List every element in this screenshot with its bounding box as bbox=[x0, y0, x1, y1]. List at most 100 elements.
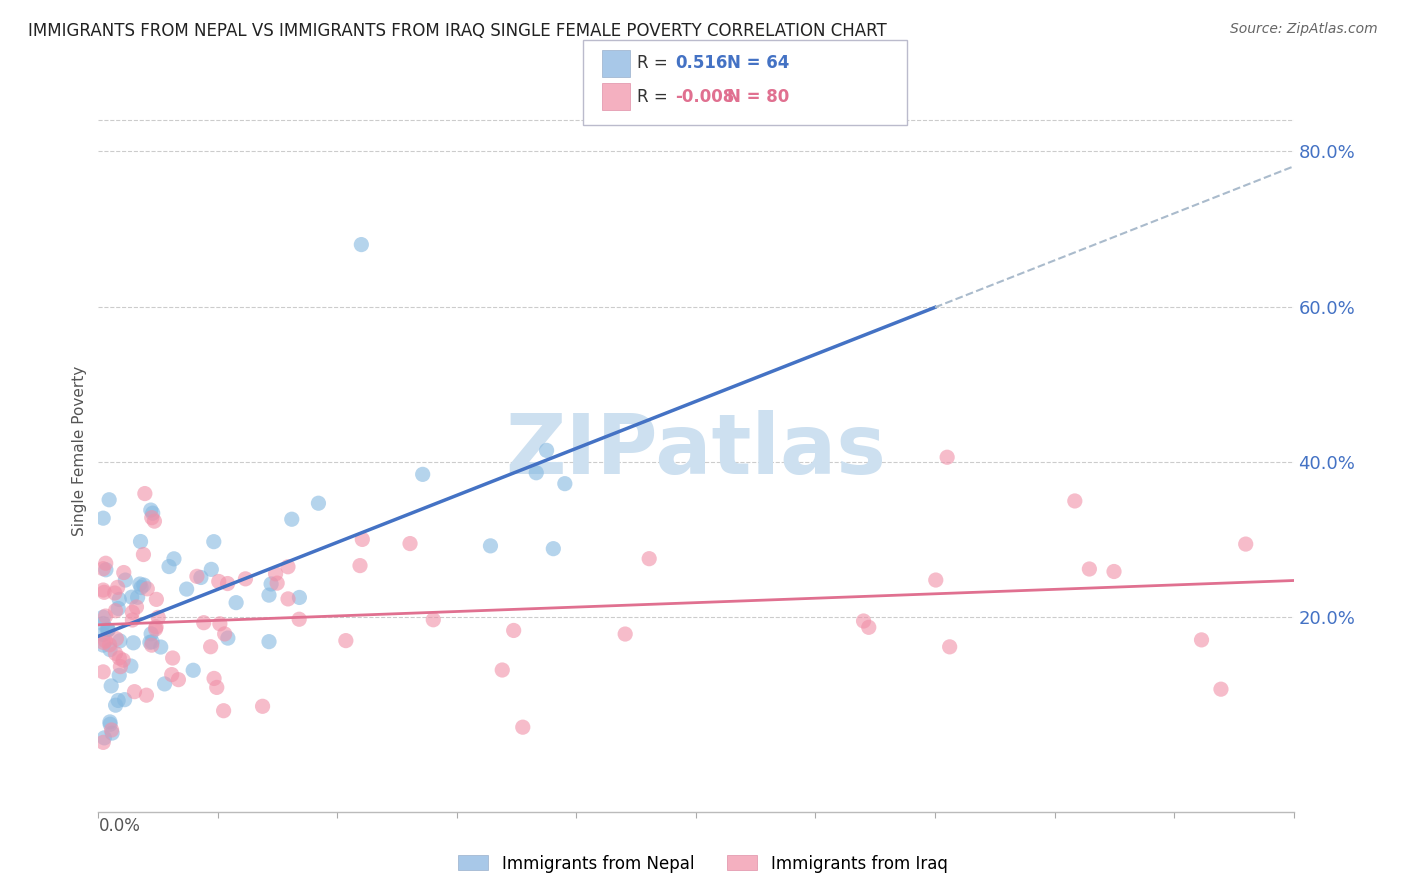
Point bbox=[524, 466, 547, 480]
Text: -0.008: -0.008 bbox=[675, 87, 734, 105]
Point bbox=[91, 635, 114, 649]
Point bbox=[491, 663, 513, 677]
Point bbox=[264, 566, 287, 581]
Point bbox=[139, 503, 162, 517]
Point bbox=[167, 673, 190, 687]
Point bbox=[217, 576, 239, 591]
Point bbox=[852, 614, 875, 628]
Text: 0.0%: 0.0% bbox=[98, 817, 141, 835]
Text: R =: R = bbox=[637, 54, 668, 72]
Point bbox=[129, 534, 152, 549]
Point bbox=[614, 627, 637, 641]
Point bbox=[98, 492, 121, 507]
Point bbox=[104, 698, 127, 713]
Point bbox=[127, 591, 149, 605]
Point bbox=[554, 476, 576, 491]
Point bbox=[277, 559, 299, 574]
Point bbox=[1234, 537, 1257, 551]
Point bbox=[134, 486, 156, 500]
Point bbox=[257, 634, 280, 648]
Point bbox=[217, 631, 239, 645]
Point bbox=[107, 693, 129, 707]
Point bbox=[98, 717, 121, 731]
Text: 0.516: 0.516 bbox=[675, 54, 727, 72]
Point bbox=[288, 612, 311, 626]
Point bbox=[176, 582, 198, 596]
Point bbox=[145, 592, 167, 607]
Point bbox=[104, 604, 127, 618]
Point bbox=[202, 672, 225, 686]
Point bbox=[212, 704, 235, 718]
Point bbox=[136, 582, 159, 596]
Point bbox=[352, 533, 374, 547]
Point bbox=[120, 659, 142, 673]
Point bbox=[93, 731, 115, 745]
Point bbox=[235, 572, 257, 586]
Point bbox=[98, 714, 121, 729]
Point bbox=[122, 636, 145, 650]
Point bbox=[104, 586, 127, 600]
Point bbox=[91, 665, 114, 679]
Point bbox=[91, 735, 114, 749]
Point bbox=[101, 726, 124, 740]
Point bbox=[200, 562, 222, 576]
Point bbox=[91, 582, 114, 597]
Point bbox=[858, 620, 880, 634]
Point bbox=[349, 558, 371, 573]
Point bbox=[125, 600, 148, 615]
Text: Source: ZipAtlas.com: Source: ZipAtlas.com bbox=[1230, 22, 1378, 37]
Point bbox=[190, 570, 212, 584]
Point bbox=[1102, 565, 1125, 579]
Point bbox=[1191, 632, 1213, 647]
Point bbox=[141, 638, 163, 652]
Point bbox=[91, 616, 114, 631]
Point bbox=[193, 615, 215, 630]
Point bbox=[149, 640, 172, 654]
Text: IMMIGRANTS FROM NEPAL VS IMMIGRANTS FROM IRAQ SINGLE FEMALE POVERTY CORRELATION : IMMIGRANTS FROM NEPAL VS IMMIGRANTS FROM… bbox=[28, 22, 887, 40]
Point bbox=[121, 613, 143, 627]
Point bbox=[94, 556, 117, 570]
Point bbox=[91, 511, 114, 525]
Point bbox=[97, 623, 120, 637]
Point bbox=[1209, 682, 1232, 697]
Point bbox=[108, 633, 131, 648]
Point bbox=[307, 496, 329, 510]
Point bbox=[112, 566, 135, 580]
Point bbox=[205, 681, 228, 695]
Point bbox=[128, 577, 150, 591]
Point bbox=[104, 647, 127, 661]
Point bbox=[112, 653, 135, 667]
Point bbox=[94, 563, 117, 577]
Point bbox=[107, 580, 129, 594]
Point bbox=[938, 640, 960, 654]
Text: ZIPatlas: ZIPatlas bbox=[506, 410, 886, 491]
Point bbox=[225, 596, 247, 610]
Point bbox=[925, 573, 948, 587]
Point bbox=[93, 585, 115, 599]
Point bbox=[100, 679, 122, 693]
Point bbox=[148, 610, 170, 624]
Point bbox=[108, 668, 131, 682]
Point bbox=[91, 562, 114, 576]
Point bbox=[108, 651, 131, 665]
Point bbox=[91, 627, 114, 641]
Point bbox=[94, 633, 117, 648]
Point bbox=[141, 635, 163, 649]
Point bbox=[110, 659, 132, 673]
Point bbox=[145, 622, 167, 636]
Point bbox=[281, 512, 304, 526]
Point bbox=[141, 510, 163, 524]
Point bbox=[1063, 494, 1085, 508]
Point bbox=[91, 610, 114, 624]
Text: R =: R = bbox=[637, 87, 668, 105]
Point bbox=[94, 609, 117, 624]
Point bbox=[399, 536, 422, 550]
Text: N = 64: N = 64 bbox=[727, 54, 789, 72]
Legend: Immigrants from Nepal, Immigrants from Iraq: Immigrants from Nepal, Immigrants from I… bbox=[451, 848, 955, 880]
Point bbox=[422, 613, 444, 627]
Point bbox=[162, 651, 184, 665]
Point bbox=[114, 692, 136, 706]
Point bbox=[97, 623, 120, 637]
Point bbox=[1078, 562, 1101, 576]
Point bbox=[142, 506, 165, 520]
